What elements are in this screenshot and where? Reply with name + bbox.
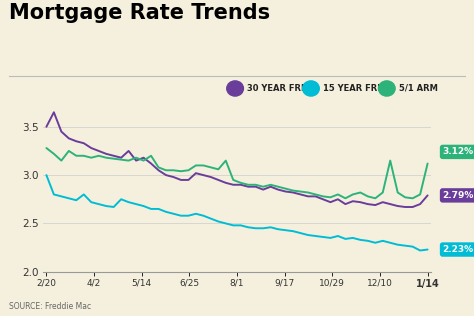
Text: 2.23%: 2.23% [443, 245, 474, 254]
Text: SOURCE: Freddie Mac: SOURCE: Freddie Mac [9, 302, 91, 311]
Text: 3.12%: 3.12% [443, 147, 474, 156]
Text: 5/1 ARM: 5/1 ARM [399, 84, 438, 93]
Text: Mortgage Rate Trends: Mortgage Rate Trends [9, 3, 271, 23]
Text: 30 YEAR FRM: 30 YEAR FRM [247, 84, 310, 93]
Text: 2.79%: 2.79% [443, 191, 474, 200]
Text: 15 YEAR FRM: 15 YEAR FRM [323, 84, 385, 93]
